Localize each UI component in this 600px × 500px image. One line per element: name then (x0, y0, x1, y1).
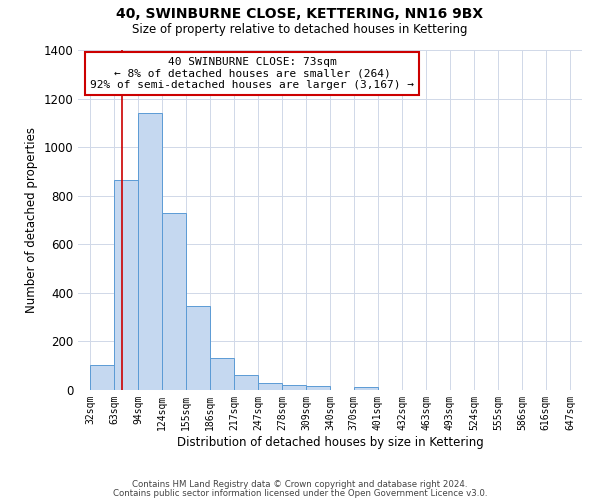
X-axis label: Distribution of detached houses by size in Kettering: Distribution of detached houses by size … (176, 436, 484, 448)
Bar (114, 180, 139, 390)
Text: 40, SWINBURNE CLOSE, KETTERING, NN16 9BX: 40, SWINBURNE CLOSE, KETTERING, NN16 9BX (116, 8, 484, 22)
Bar (354, 387, 378, 390)
Bar (282, 385, 306, 390)
Bar (210, 358, 235, 390)
Bar (139, 113, 162, 390)
Bar (306, 386, 331, 390)
Bar (162, 212, 186, 390)
Bar (235, 376, 258, 390)
Bar (186, 306, 210, 390)
Text: Size of property relative to detached houses in Kettering: Size of property relative to detached ho… (132, 22, 468, 36)
Text: 40 SWINBURNE CLOSE: 73sqm
← 8% of detached houses are smaller (264)
92% of semi-: 40 SWINBURNE CLOSE: 73sqm ← 8% of detach… (90, 57, 414, 90)
Text: Contains public sector information licensed under the Open Government Licence v3: Contains public sector information licen… (113, 488, 487, 498)
Bar (258, 382, 282, 390)
Text: Contains HM Land Registry data © Crown copyright and database right 2024.: Contains HM Land Registry data © Crown c… (132, 480, 468, 489)
Y-axis label: Number of detached properties: Number of detached properties (25, 127, 38, 313)
Bar (90, 364, 114, 390)
